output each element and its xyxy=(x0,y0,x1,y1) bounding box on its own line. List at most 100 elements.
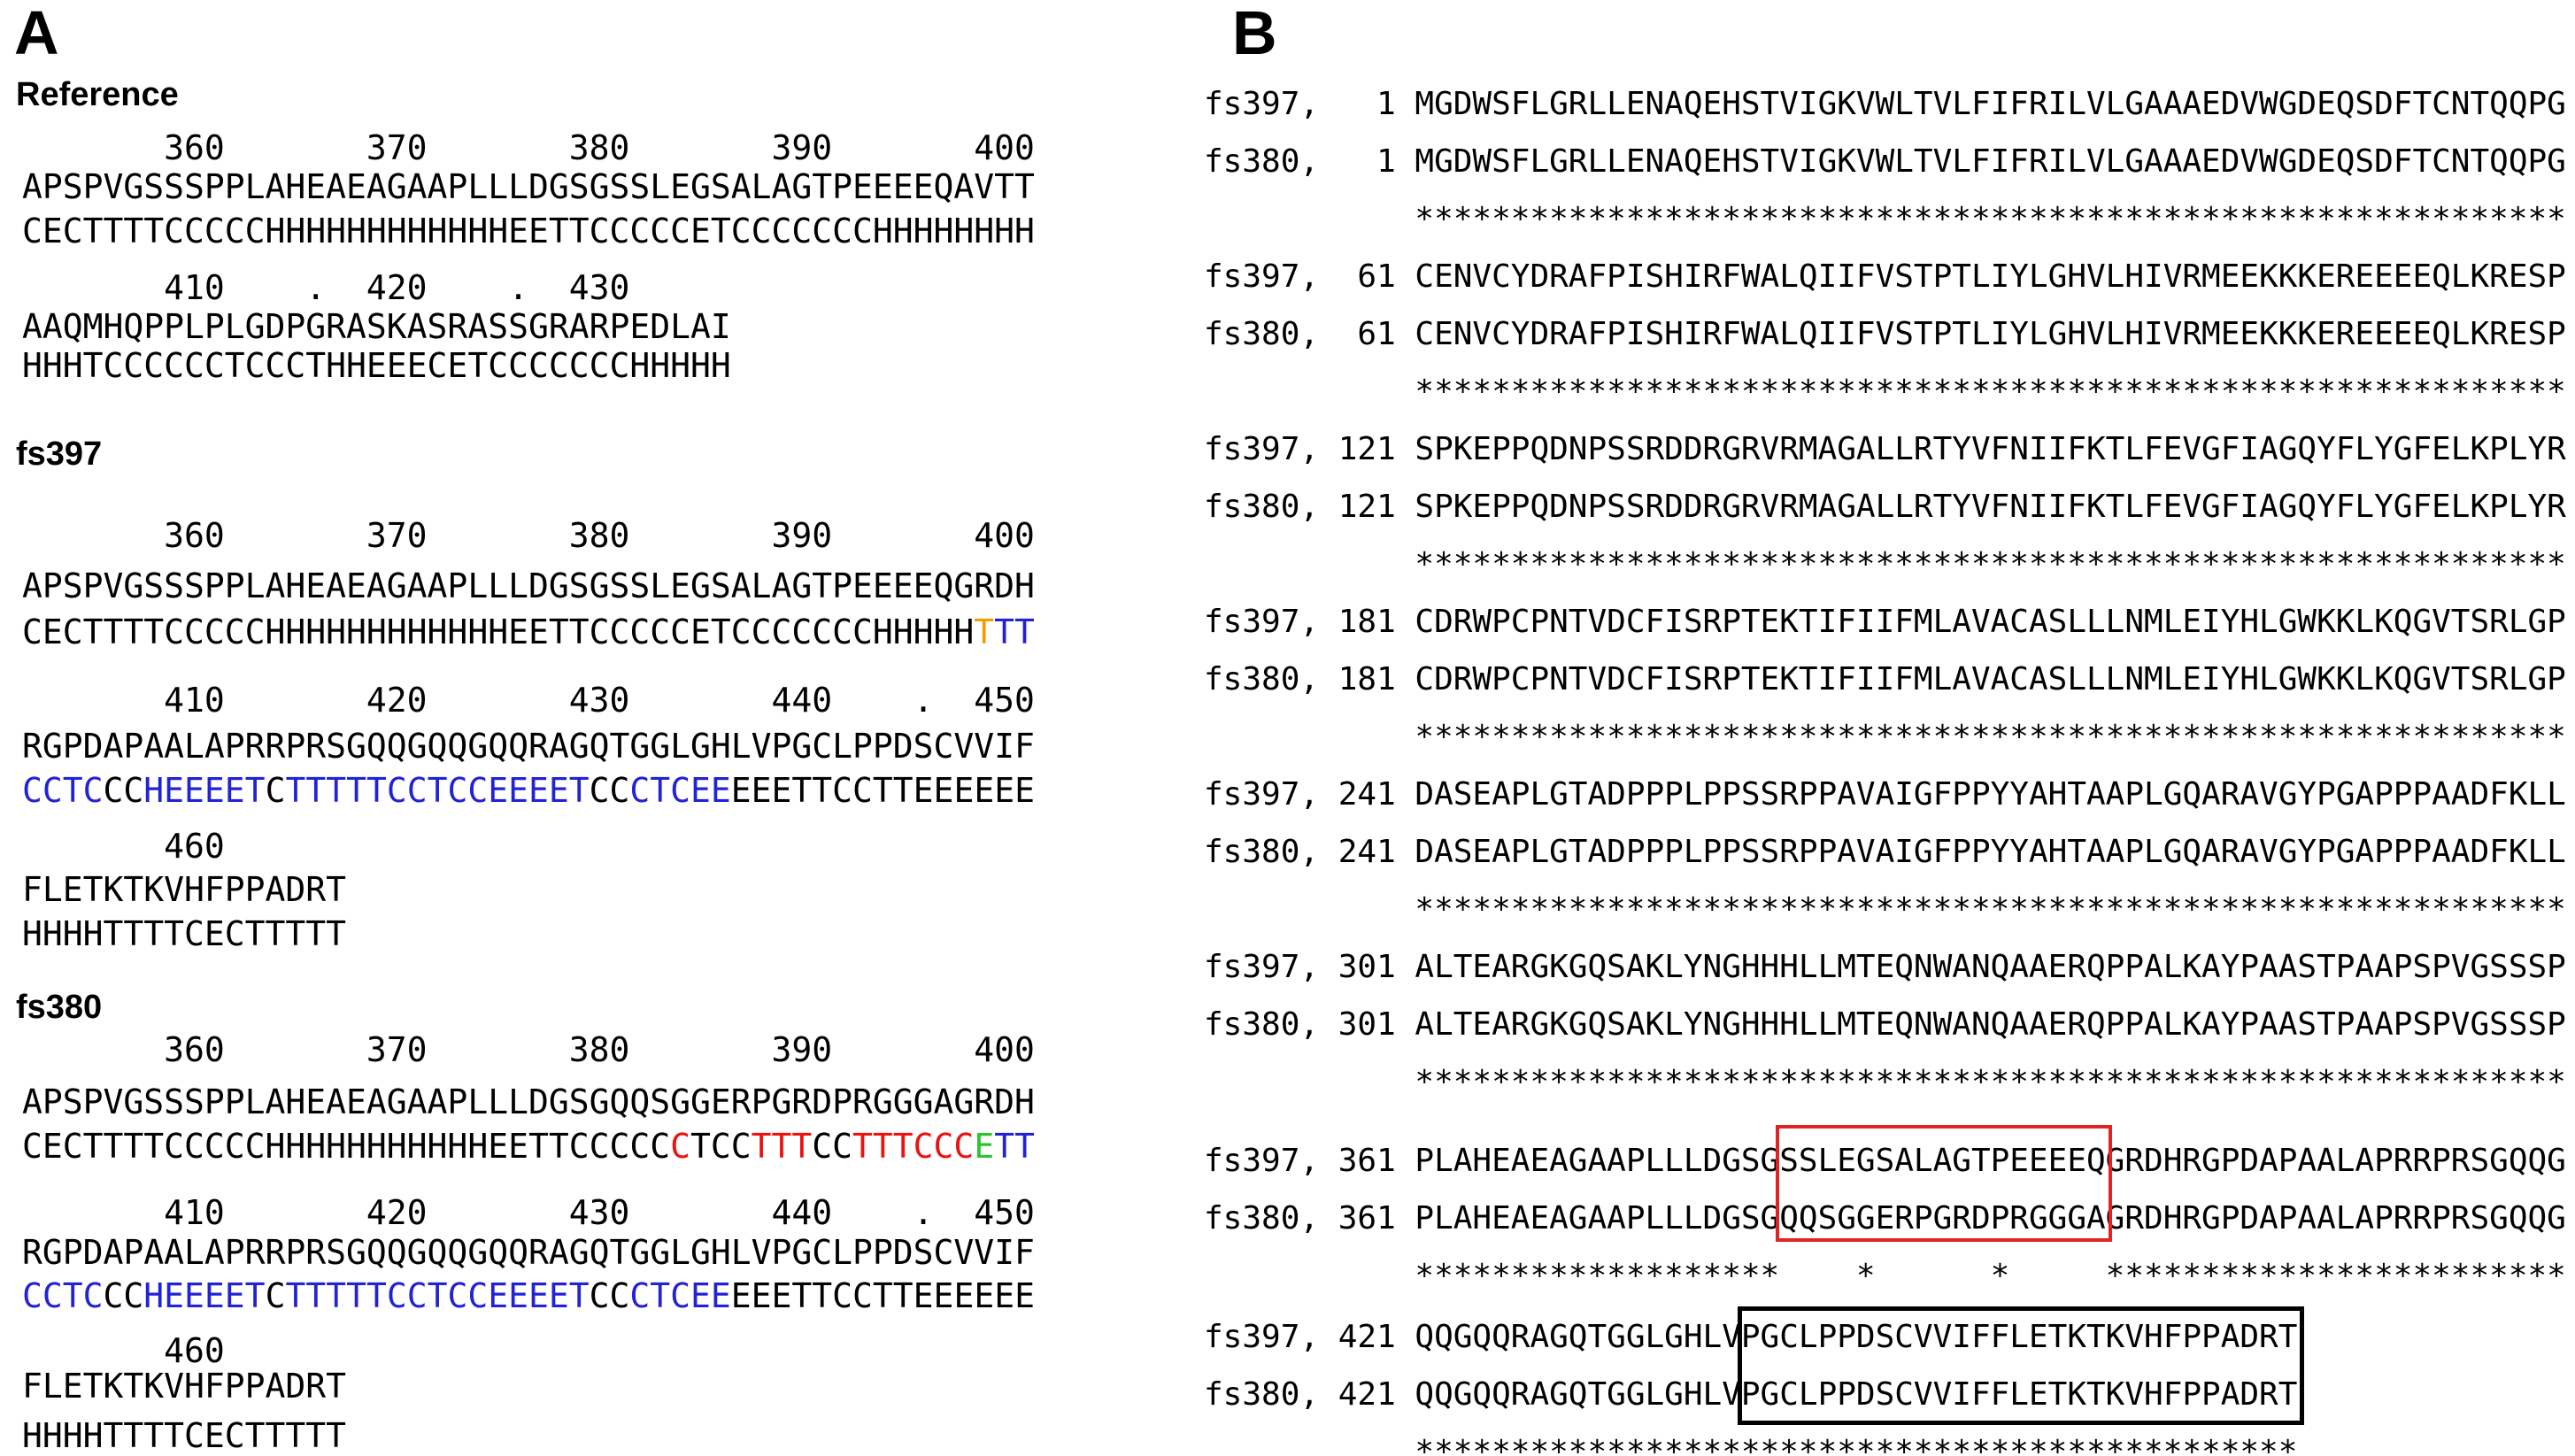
alignment-line-fs397: fs397, 241 DASEAPLGTADPPPLPPSSRPPAVAIGFP… xyxy=(1204,776,2566,813)
structure-segment: C xyxy=(265,1276,286,1315)
structure-segment-blue: TTTTTCCTCCEEEET xyxy=(285,771,590,810)
alignment-line-fs397: fs397, 421 QQGQQRAGQTGGLGHLVPGCLPPDSCVVI… xyxy=(1204,1319,2298,1355)
position-ruler: 410 420 430 440 . 450 xyxy=(22,1192,1035,1233)
alignment-line-fs397: fs397, 1 MGDWSFLGRLLENAQEHSTVIGKVWLTVLFI… xyxy=(1204,86,2566,122)
identity-stars-line: ****************************************… xyxy=(1204,1064,2566,1100)
alignment-line-fs380: fs380, 361 PLAHEAEAGAAPLLLDGSGQQSGGERPGR… xyxy=(1204,1200,2566,1236)
structure-segment: CC xyxy=(589,1276,630,1315)
amino-acid-sequence: APSPVGSSSPPLAHEAEAGAAPLLLDGSGSSLEGSALAGT… xyxy=(22,166,1035,207)
position-ruler: 410 420 430 440 . 450 xyxy=(22,680,1035,720)
structure-segment: 410 . 420 . 430 xyxy=(22,268,630,307)
alignment-line-fs380: fs380, 421 QQGQQRAGQTGGLGHLVPGCLPPDSCVVI… xyxy=(1204,1376,2298,1413)
amino-acid-sequence: RGPDAPAALAPRRPRSGQQGQQGQQRAGQTGGLGHLVPGC… xyxy=(22,1232,1035,1273)
structure-segment-blue: TTTTTCCTCCEEEET xyxy=(285,1276,590,1315)
secondary-structure-line: CECTTTTCCCCCHHHHHHHHHHHHEETTCCCCCETCCCCC… xyxy=(22,612,1035,652)
alignment-group-1: fs397, 1 MGDWSFLGRLLENAQEHSTVIGKVWLTVLFI… xyxy=(1204,86,2574,241)
amino-acid-sequence: APSPVGSSSPPLAHEAEAGAAPLLLDGSGSSLEGSALAGT… xyxy=(22,566,1035,606)
structure-segment: 360 370 380 390 400 xyxy=(22,1030,1035,1069)
structure-segment: CECTTTTCCCCCHHHHHHHHHHHHEETTCCCCCETCCCCC… xyxy=(22,212,1035,250)
amino-acid-sequence: RGPDAPAALAPRRPRSGQQGQQGQQRAGQTGGLGHLVPGC… xyxy=(22,726,1035,767)
structure-segment: HHHHTTTTCECTTTTT xyxy=(22,1416,347,1455)
structure-segment: 460 xyxy=(22,827,225,866)
alignment-line-fs397: fs397, 301 ALTEARGKGQSAKLYNGHHHLLMTEQNWA… xyxy=(1204,949,2566,985)
alignment-group-241: fs397, 241 DASEAPLGTADPPPLPPSSRPPAVAIGFP… xyxy=(1204,776,2574,931)
secondary-structure-line: CECTTTTCCCCCHHHHHHHHHHHHEETTCCCCCETCCCCC… xyxy=(22,211,1035,251)
structure-segment: 460 xyxy=(22,1331,225,1370)
amino-acid-sequence: APSPVGSSSPPLAHEAEAGAAPLLLDGSGQQSGGERPGRD… xyxy=(22,1082,1035,1122)
structure-segment: TCC xyxy=(690,1127,752,1166)
identity-stars-line: ****************************************… xyxy=(1204,374,2566,410)
secondary-structure-line: HHHTCCCCCCTCCCTHHEEECETCCCCCCCHHHHH xyxy=(22,345,731,386)
structure-segment: FLETKTKVHFPPADRT xyxy=(22,870,347,909)
position-ruler: 360 370 380 390 400 xyxy=(22,127,1035,168)
structure-segment: AAQMHQPPLPLGDPGRASKASRASSGRARPEDLAI xyxy=(22,307,731,346)
identity-stars-line: ****************************************… xyxy=(1204,891,2566,928)
alignment-line-fs380: fs380, 1 MGDWSFLGRLLENAQEHSTVIGKVWLTVLFI… xyxy=(1204,143,2566,180)
identity-stars-line: ******************* * * ****************… xyxy=(1204,1258,2566,1294)
alignment-group-361: fs397, 361 PLAHEAEAGAAPLLLDGSGSSLEGSALAG… xyxy=(1204,1125,2574,1298)
structure-segment: EEETTCCTTEEEEEE xyxy=(730,1276,1035,1315)
secondary-structure-line: CECTTTTCCCCCHHHHHHHHHHHEETTCCCCCCTCCTTTC… xyxy=(22,1126,1035,1167)
position-ruler: 460 xyxy=(22,826,225,867)
structure-segment: CC xyxy=(103,771,144,810)
alignment-line-fs380: fs380, 241 DASEAPLGTADPPPLPPSSRPPAVAIGFP… xyxy=(1204,834,2566,870)
secondary-structure-line: HHHHTTTTCECTTTTT xyxy=(22,1415,346,1456)
alignment-group-421: fs397, 421 QQGQQRAGQTGGLGHLVPGCLPPDSCVVI… xyxy=(1204,1306,2574,1456)
position-ruler: 410 . 420 . 430 xyxy=(22,267,629,308)
block-title: Reference xyxy=(16,76,179,113)
structure-segment-red: TTT xyxy=(751,1127,813,1166)
identity-stars-line: ****************************************… xyxy=(1204,546,2566,582)
structure-segment-blue: CTCEE xyxy=(629,1276,731,1315)
structure-segment-red: C xyxy=(670,1127,690,1166)
secondary-structure-line: CCTCCCHEEEETCTTTTTCCTCCEEEETCCCTCEEEEETT… xyxy=(22,770,1035,811)
alignment-line-fs380: fs380, 181 CDRWPCPNTVDCFISRPTEKTIFIIFMLA… xyxy=(1204,661,2566,697)
amino-acid-sequence: FLETKTKVHFPPADRT xyxy=(22,869,346,910)
alignment-line-fs397: fs397, 61 CENVCYDRAFPISHIRFWALQIIFVSTPTL… xyxy=(1204,258,2566,295)
structure-segment-blue: CCTC xyxy=(22,1276,104,1315)
structure-segment: 360 370 380 390 400 xyxy=(22,128,1035,167)
identity-stars-line: ****************************************… xyxy=(1204,201,2566,237)
structure-segment: 410 420 430 440 . 450 xyxy=(22,1193,1035,1232)
alignment-group-301: fs397, 301 ALTEARGKGQSAKLYNGHHHLLMTEQNWA… xyxy=(1204,949,2574,1104)
block-title: fs380 xyxy=(16,989,103,1026)
highlight-box-black xyxy=(1737,1306,2304,1425)
alignment-group-121: fs397, 121 SPKEPPQDNPSSRDDRGRVRMAGALLRTY… xyxy=(1204,431,2574,586)
structure-segment: CC xyxy=(103,1276,144,1315)
identity-stars-line: ****************************************… xyxy=(1204,719,2566,755)
structure-segment-red: TTTCCC xyxy=(852,1127,975,1166)
block-title: fs397 xyxy=(16,435,103,473)
structure-segment: APSPVGSSSPPLAHEAEAGAAPLLLDGSGQQSGGERPGRD… xyxy=(22,1082,1035,1121)
structure-segment: 360 370 380 390 400 xyxy=(22,516,1035,555)
amino-acid-sequence: AAQMHQPPLPLGDPGRASKASRASSGRARPEDLAI xyxy=(22,306,731,347)
panel-a-label: A xyxy=(14,0,59,67)
structure-segment: CC xyxy=(812,1127,853,1166)
alignment-line-fs380: fs380, 61 CENVCYDRAFPISHIRFWALQIIFVSTPTL… xyxy=(1204,316,2566,352)
alignment-line-fs397: fs397, 181 CDRWPCPNTVDCFISRPTEKTIFIIFMLA… xyxy=(1204,604,2566,640)
structure-segment-blue: CTCEE xyxy=(629,771,731,810)
secondary-structure-line: HHHHTTTTCECTTTTT xyxy=(22,913,346,954)
alignment-line-fs397: fs397, 121 SPKEPPQDNPSSRDDRGRVRMAGALLRTY… xyxy=(1204,431,2566,467)
panel-b-label: B xyxy=(1232,0,1277,67)
structure-segment-blue: TT xyxy=(994,1127,1035,1166)
structure-segment: RGPDAPAALAPRRPRSGQQGQQGQQRAGQTGGLGHLVPGC… xyxy=(22,727,1035,766)
structure-segment: CECTTTTCCCCCHHHHHHHHHHHHEETTCCCCCETCCCCC… xyxy=(22,612,975,651)
alignment-line-fs380: fs380, 121 SPKEPPQDNPSSRDDRGRVRMAGALLRTY… xyxy=(1204,489,2566,525)
structure-segment-orange: T xyxy=(974,612,995,651)
structure-segment: HHHTCCCCCCTCCCTHHEEECETCCCCCCCHHHHH xyxy=(22,346,731,385)
structure-segment: C xyxy=(265,771,286,810)
structure-segment-blue: HEEEET xyxy=(143,1276,266,1315)
highlight-box-red xyxy=(1775,1125,2113,1242)
alignment-group-181: fs397, 181 CDRWPCPNTVDCFISRPTEKTIFIIFMLA… xyxy=(1204,604,2574,759)
structure-segment: APSPVGSSSPPLAHEAEAGAAPLLLDGSGSSLEGSALAGT… xyxy=(22,566,1035,605)
secondary-structure-line: CCTCCCHEEEETCTTTTTCCTCCEEEETCCCTCEEEEETT… xyxy=(22,1275,1035,1316)
structure-segment: RGPDAPAALAPRRPRSGQQGQQGQQRAGQTGGLGHLVPGC… xyxy=(22,1233,1035,1272)
structure-segment: FLETKTKVHFPPADRT xyxy=(22,1367,347,1406)
structure-segment: 410 420 430 440 . 450 xyxy=(22,681,1035,720)
alignment-line-fs397: fs397, 361 PLAHEAEAGAAPLLLDGSGSSLEGSALAG… xyxy=(1204,1143,2566,1179)
structure-segment: EEETTCCTTEEEEEE xyxy=(730,771,1035,810)
position-ruler: 360 370 380 390 400 xyxy=(22,1029,1035,1070)
identity-stars-line: ****************************************… xyxy=(1204,1434,2298,1456)
position-ruler: 460 xyxy=(22,1330,225,1371)
structure-segment: HHHHTTTTCECTTTTT xyxy=(22,914,347,953)
